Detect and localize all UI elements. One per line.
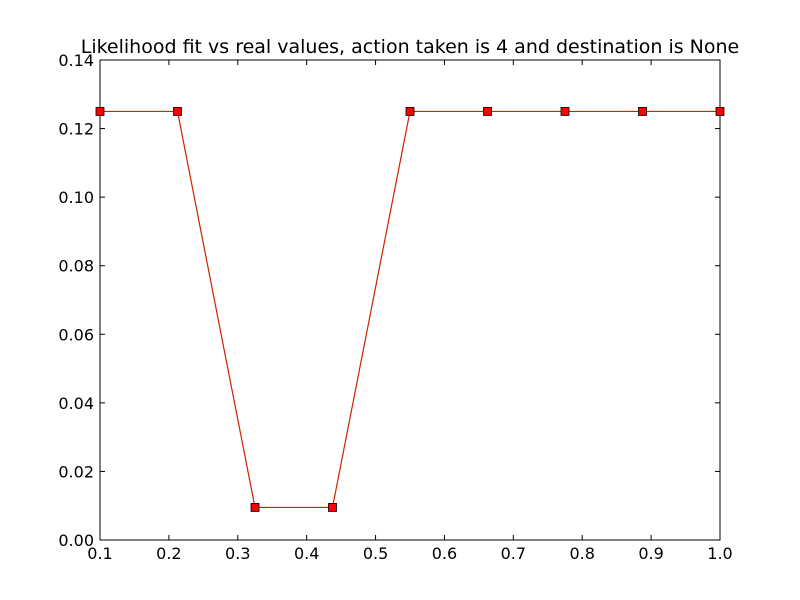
plot-area: [95, 107, 725, 512]
data-point-marker: [328, 503, 337, 512]
data-point-marker: [405, 107, 415, 116]
y-tick-label: 0.10: [58, 188, 94, 207]
x-tick-label: 0.1: [87, 544, 112, 563]
x-tick-label: 0.9: [638, 544, 663, 563]
data-point-marker: [95, 107, 105, 116]
y-tick-label: 0.04: [58, 394, 94, 413]
y-tick-label: 0.02: [58, 462, 94, 481]
plot-frame: [99, 59, 721, 541]
x-tick-label: 0.4: [294, 544, 319, 563]
series-line: [100, 110, 720, 509]
chart-title: Likelihood fit vs real values, action ta…: [81, 36, 740, 58]
y-tick-label: 0.12: [58, 120, 94, 139]
data-point-marker: [173, 107, 182, 116]
x-tick-label: 0.8: [569, 544, 594, 563]
data-point-marker: [638, 107, 647, 116]
y-tick-label: 0.08: [58, 257, 94, 276]
x-tick-label: 1.0: [707, 544, 732, 563]
x-tick-label: 0.7: [501, 544, 526, 563]
y-tick-label: 0.14: [58, 51, 94, 70]
x-tick-label: 0.6: [432, 544, 457, 563]
axes: 0.1 0.2 0.3 0.4 0.5 0.6 0.7 0.8 0.9 1.0 0.00 0.02 0.…: [58, 51, 732, 563]
data-point-marker: [250, 503, 260, 512]
y-tick-label: 0.06: [58, 325, 94, 344]
data-point-marker: [483, 107, 492, 116]
data-point-marker: [560, 107, 570, 116]
x-tick-label: 0.2: [156, 544, 181, 563]
y-tick-label: 0.00: [58, 531, 94, 550]
x-tick-label: 0.3: [225, 544, 250, 563]
x-tick-label: 0.5: [363, 544, 388, 563]
data-point-marker: [715, 107, 725, 116]
